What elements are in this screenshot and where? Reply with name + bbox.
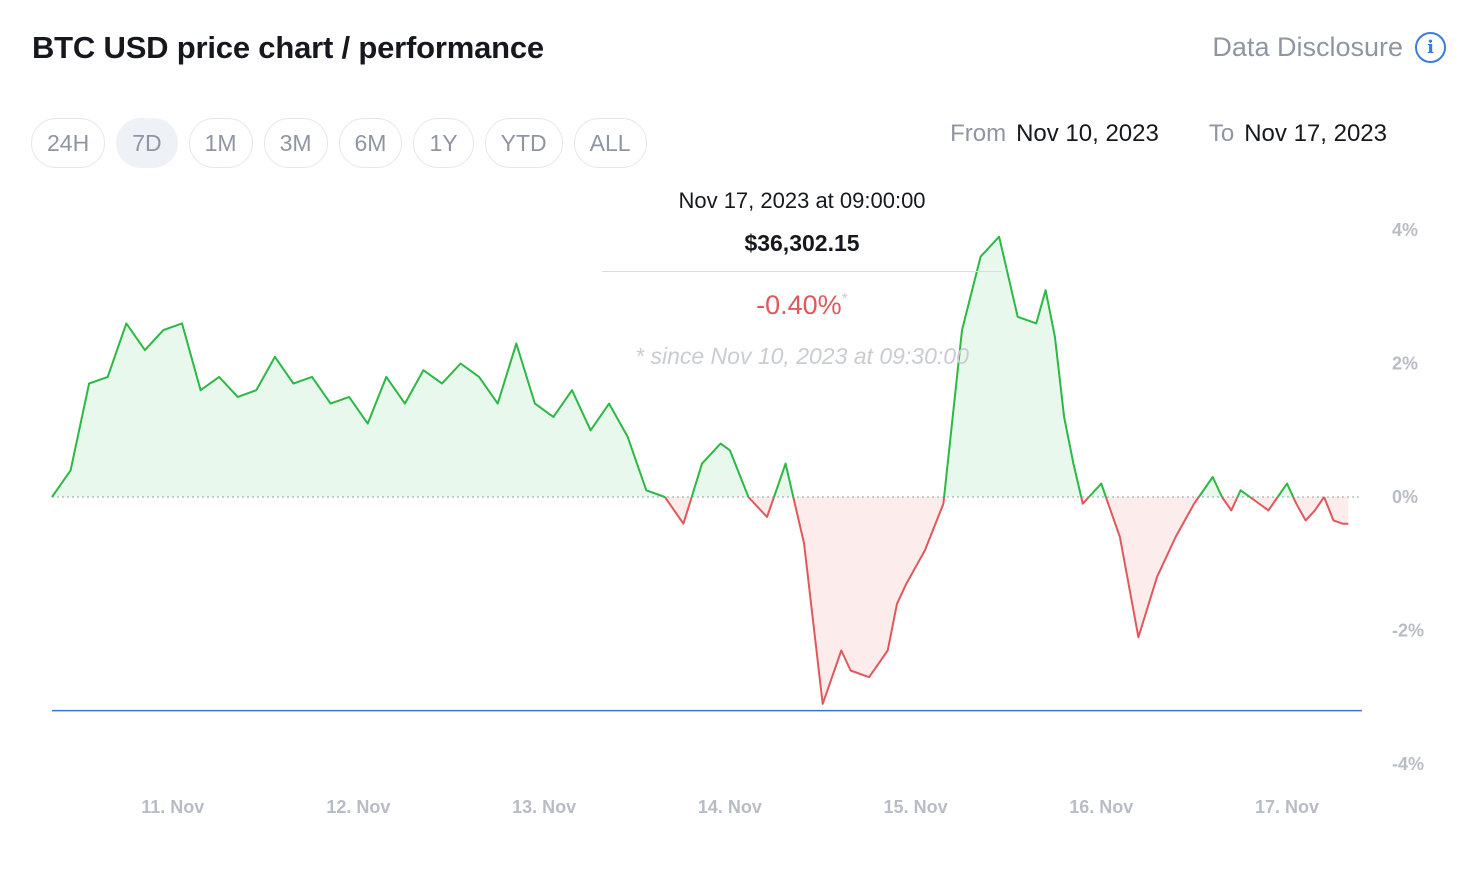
- price-line-up: [773, 462, 795, 498]
- price-line-up: [1276, 482, 1295, 498]
- y-tick-label: 0%: [1392, 487, 1418, 507]
- price-line-down: [1323, 496, 1349, 525]
- x-tick-label: 13. Nov: [512, 797, 576, 817]
- positive-area: [691, 443, 749, 497]
- tooltip-price: $36,302.15: [744, 230, 860, 256]
- negative-area: [748, 497, 774, 517]
- to-date[interactable]: Nov 17, 2023: [1244, 120, 1387, 147]
- price-line-up: [690, 442, 750, 498]
- data-disclosure-link[interactable]: Data Disclosure i: [1212, 32, 1446, 63]
- tooltip-since: * since Nov 10, 2023 at 09:30:00: [635, 343, 969, 369]
- positive-area: [1198, 477, 1222, 497]
- range-button-7d[interactable]: 7D: [116, 118, 178, 168]
- price-line-up: [51, 322, 666, 498]
- price-line-down: [1104, 496, 1200, 639]
- tooltip-change: -0.40%*: [602, 290, 1002, 321]
- positive-area: [1277, 483, 1294, 497]
- negative-area: [1324, 497, 1349, 524]
- range-button-1y[interactable]: 1Y: [413, 118, 474, 168]
- price-line-up: [1236, 489, 1251, 498]
- price-line-down: [1292, 496, 1325, 522]
- range-selector: 24H 7D 1M 3M 6M 1Y YTD ALL: [31, 118, 647, 168]
- price-line-down: [1221, 496, 1239, 512]
- tooltip-change-value: -0.40%: [756, 290, 842, 320]
- negative-area: [1222, 497, 1238, 511]
- range-button-3m[interactable]: 3M: [263, 118, 328, 168]
- page-title: BTC USD price chart / performance: [32, 30, 544, 65]
- x-tick-label: 11. Nov: [141, 797, 204, 817]
- info-icon[interactable]: i: [1415, 32, 1446, 63]
- from-label: From: [950, 120, 1007, 147]
- price-line-down: [792, 496, 946, 705]
- range-button-1m[interactable]: 1M: [188, 118, 253, 168]
- y-tick-label: -4%: [1392, 754, 1424, 774]
- x-tick-label: 17. Nov: [1255, 797, 1319, 817]
- x-tick-label: 15. Nov: [884, 797, 948, 817]
- negative-area: [793, 497, 945, 704]
- x-tick-label: 14. Nov: [698, 797, 762, 817]
- to-label: To: [1208, 120, 1235, 147]
- range-button-24h[interactable]: 24H: [31, 118, 106, 168]
- negative-area: [1293, 497, 1325, 521]
- chart-tooltip: Nov 17, 2023 at 09:00:00 $36,302.15 -0.4…: [602, 186, 1002, 370]
- date-range: From Nov 10, 2023 To Nov 17, 2023: [950, 120, 1387, 148]
- from-date[interactable]: Nov 10, 2023: [1016, 120, 1159, 147]
- price-line-up: [1197, 476, 1223, 498]
- y-tick-label: -2%: [1392, 621, 1424, 641]
- y-tick-label: 4%: [1392, 220, 1418, 240]
- range-button-6m[interactable]: 6M: [338, 118, 403, 168]
- tooltip-asterisk: *: [841, 291, 848, 308]
- positive-area: [52, 323, 665, 497]
- tooltip-divider: [602, 271, 1002, 272]
- x-tick-label: 16. Nov: [1069, 797, 1133, 817]
- y-tick-label: 2%: [1392, 354, 1418, 374]
- x-tick-label: 12. Nov: [326, 797, 390, 817]
- data-disclosure-label: Data Disclosure: [1212, 32, 1403, 62]
- price-line-up: [1088, 482, 1107, 498]
- negative-area: [1105, 497, 1199, 638]
- price-line-down: [1080, 496, 1090, 505]
- range-button-ytd[interactable]: YTD: [484, 118, 563, 168]
- range-button-all[interactable]: ALL: [573, 118, 647, 168]
- positive-area: [773, 463, 794, 497]
- tooltip-date: Nov 17, 2023 at 09:00:00: [678, 188, 926, 213]
- price-line-down: [664, 496, 693, 525]
- price-line-down: [747, 496, 775, 518]
- price-line-up: [943, 235, 1083, 498]
- price-line-down: [1249, 496, 1279, 512]
- negative-area: [1249, 497, 1278, 511]
